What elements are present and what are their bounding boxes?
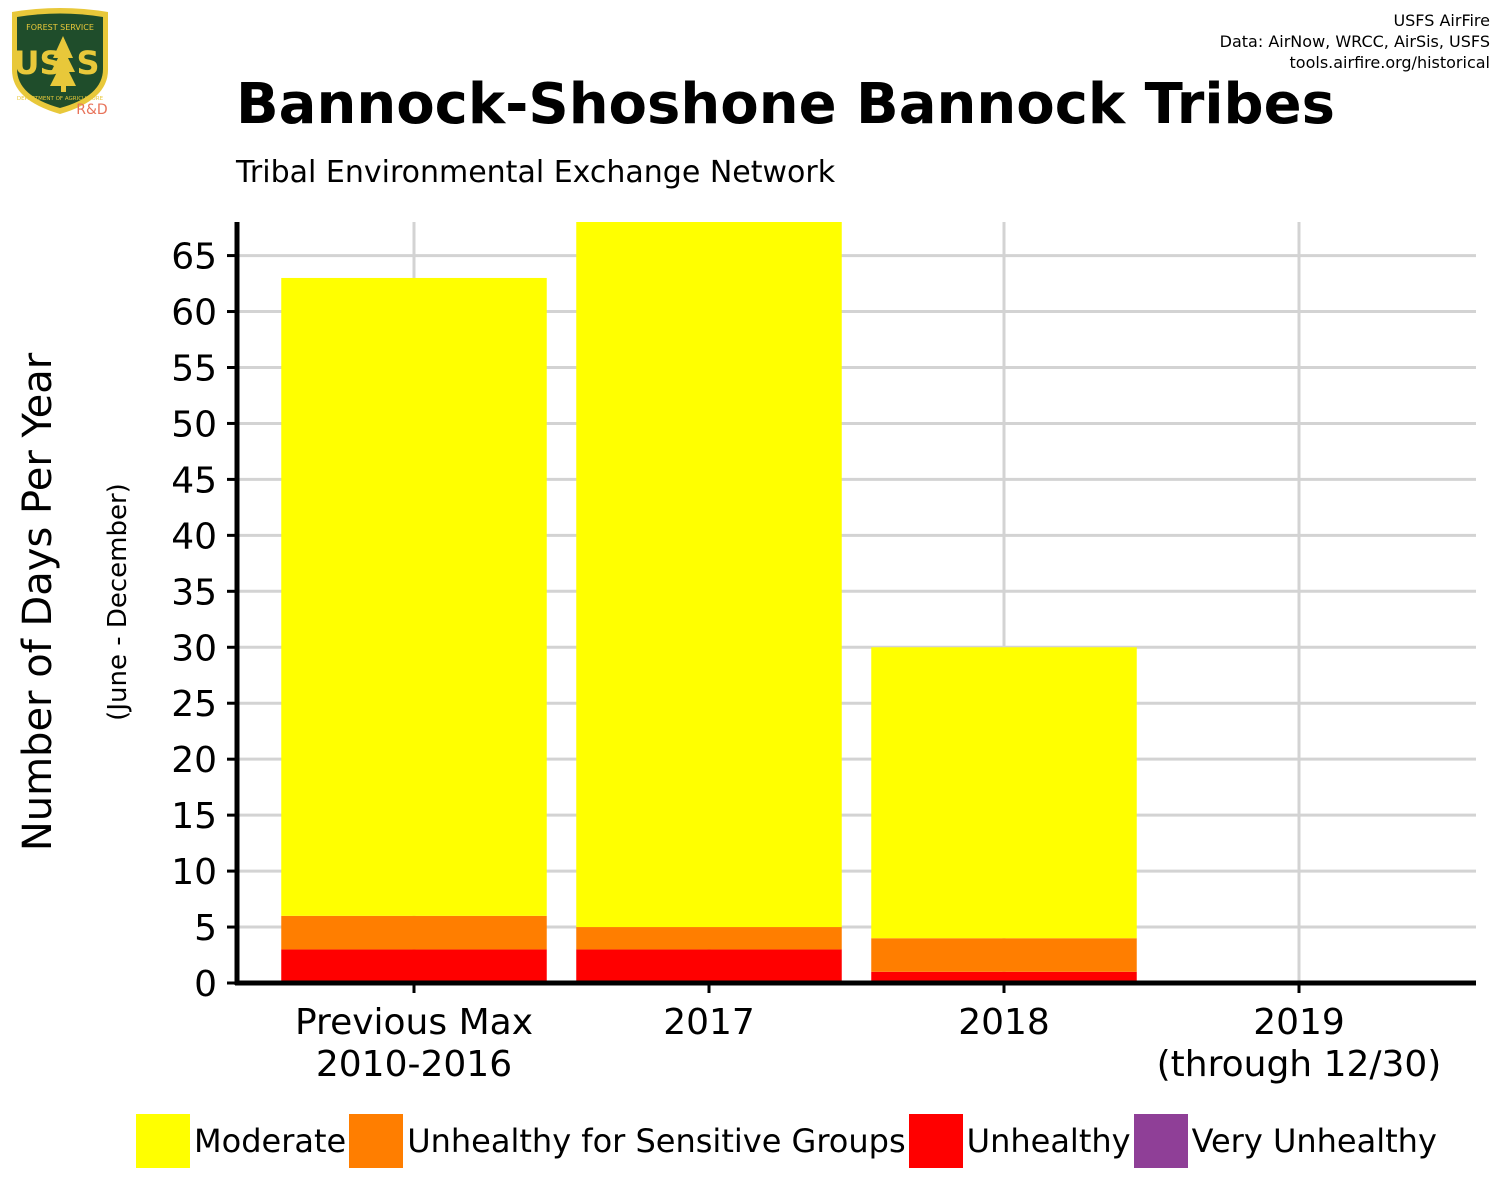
y-tick-label: 35 (171, 572, 217, 613)
credit-line: USFS AirFire (1393, 11, 1490, 30)
y-tick-label: 25 (171, 684, 217, 725)
bar-segment (281, 277, 547, 916)
legend-item: Very Unhealthy (1133, 1114, 1437, 1168)
y-tick-label: 15 (171, 796, 217, 837)
legend: Moderate Unhealthy for Sensitive Groups Un… (136, 1114, 1440, 1168)
bar-segment (281, 915, 547, 950)
logo-text-top: FOREST SERVICE (26, 23, 94, 32)
credits: USFS AirFire Data: AirNow, WRCC, AirSis,… (1220, 10, 1490, 73)
y-tick-label: 30 (171, 628, 217, 669)
y-tick-label: 45 (171, 460, 217, 501)
legend-item: Unhealthy for Sensitive Groups (349, 1114, 906, 1168)
legend-swatch (136, 1114, 190, 1168)
x-tick-label: 2017 (663, 1002, 755, 1043)
y-tick-label: 10 (171, 852, 217, 893)
bar-segment (281, 949, 547, 983)
usfs-logo: FOREST SERVICE US S DEPARTMENT OF AGRICU… (12, 8, 108, 118)
legend-label: Unhealthy for Sensitive Groups (407, 1122, 906, 1160)
tree-icon (50, 36, 76, 86)
logo-text-bottom: DEPARTMENT OF AGRICULTURE (17, 96, 104, 102)
bar-segment (576, 222, 842, 928)
credit-line: tools.airfire.org/historical (1289, 53, 1490, 72)
x-tick-label: 2018 (958, 1002, 1050, 1043)
legend-item: Moderate (136, 1114, 346, 1168)
legend-swatch (908, 1114, 963, 1168)
legend-label: Very Unhealthy (1191, 1122, 1437, 1160)
x-tick-label: 2019 (through 12/30) (1157, 1002, 1442, 1085)
y-tick-label: 0 (194, 964, 217, 1005)
legend-swatch (1133, 1114, 1188, 1168)
x-tick-label: Previous Max 2010-2016 (295, 1002, 533, 1085)
bar-segment (871, 971, 1137, 983)
chart-subtitle: Tribal Environmental Exchange Network (236, 155, 836, 190)
bar-chart: 0 5 10 15 20 25 30 35 40 45 50 55 60 65 Previous Max 20… (171, 222, 1476, 1085)
y-tick-label: 60 (171, 293, 217, 334)
bar-segment (576, 927, 842, 950)
logo-text-main: US (13, 44, 62, 82)
credit-line: Data: AirNow, WRCC, AirSis, USFS (1219, 32, 1490, 51)
legend-label: Moderate (194, 1122, 347, 1160)
legend-item: Unhealthy (908, 1114, 1131, 1168)
logo-tag: R&D (76, 102, 107, 118)
legend-swatch (349, 1114, 404, 1168)
tree-trunk (61, 86, 66, 92)
y-tick-label: 50 (171, 404, 217, 445)
y-tick-label: 5 (194, 908, 217, 949)
bar-segment (871, 647, 1137, 939)
logo-text-s: S (76, 44, 99, 82)
y-tick-label: 40 (171, 516, 217, 557)
chart-title: Bannock-Shoshone Bannock Tribes (236, 72, 1335, 137)
y-tick-label: 65 (171, 237, 217, 278)
legend-label: Unhealthy (966, 1122, 1131, 1160)
bar-segment (871, 938, 1137, 972)
y-tick-label: 55 (171, 348, 217, 389)
bar-segment (576, 949, 842, 983)
y-tick-label: 20 (171, 740, 217, 781)
